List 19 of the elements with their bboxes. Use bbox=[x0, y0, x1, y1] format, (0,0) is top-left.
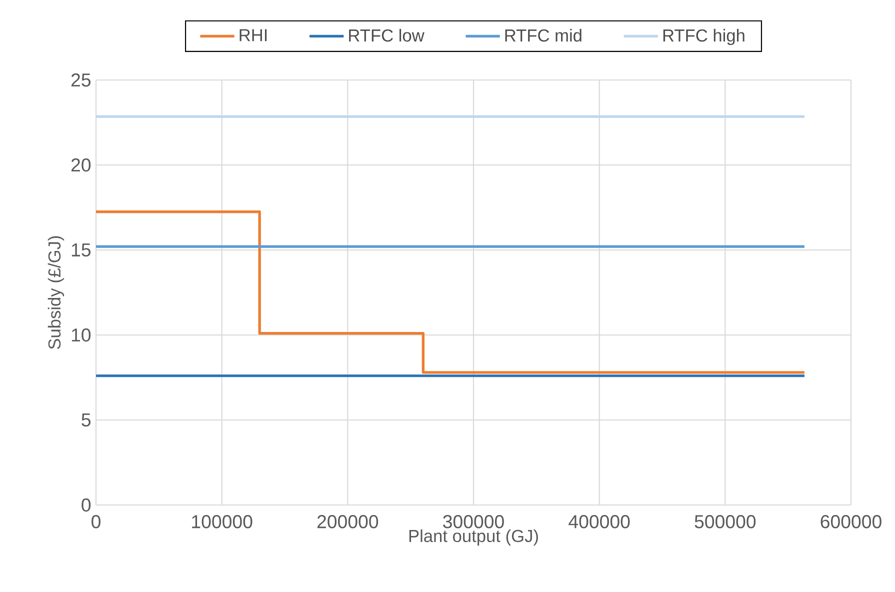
x-tick-label: 300000 bbox=[443, 515, 504, 528]
legend-label: RHI bbox=[240, 29, 267, 42]
x-tick-label: 200000 bbox=[317, 515, 378, 528]
y-tick-label: 0 bbox=[82, 498, 91, 512]
x-tick-label: 400000 bbox=[568, 515, 630, 528]
x-tick-label: 100000 bbox=[192, 515, 252, 528]
legend-label: RTFC low bbox=[349, 28, 424, 42]
x-axis-title: Plant output (GJ) bbox=[409, 529, 538, 546]
x-tick-label: 500000 bbox=[694, 515, 756, 528]
y-axis-title: Subsidy (£/GJ) bbox=[48, 236, 64, 350]
y-tick-label: 20 bbox=[71, 158, 91, 172]
legend-label: RTFC high bbox=[663, 28, 744, 46]
y-tick-label: 15 bbox=[72, 243, 91, 257]
y-tick-label: 5 bbox=[82, 413, 91, 427]
x-tick-label: 0 bbox=[92, 515, 100, 528]
legend-label: RTFC mid bbox=[505, 28, 582, 42]
y-tick-label: 10 bbox=[72, 328, 91, 342]
y-tick-label: 25 bbox=[71, 73, 91, 87]
x-tick-label: 600000 bbox=[820, 515, 882, 528]
